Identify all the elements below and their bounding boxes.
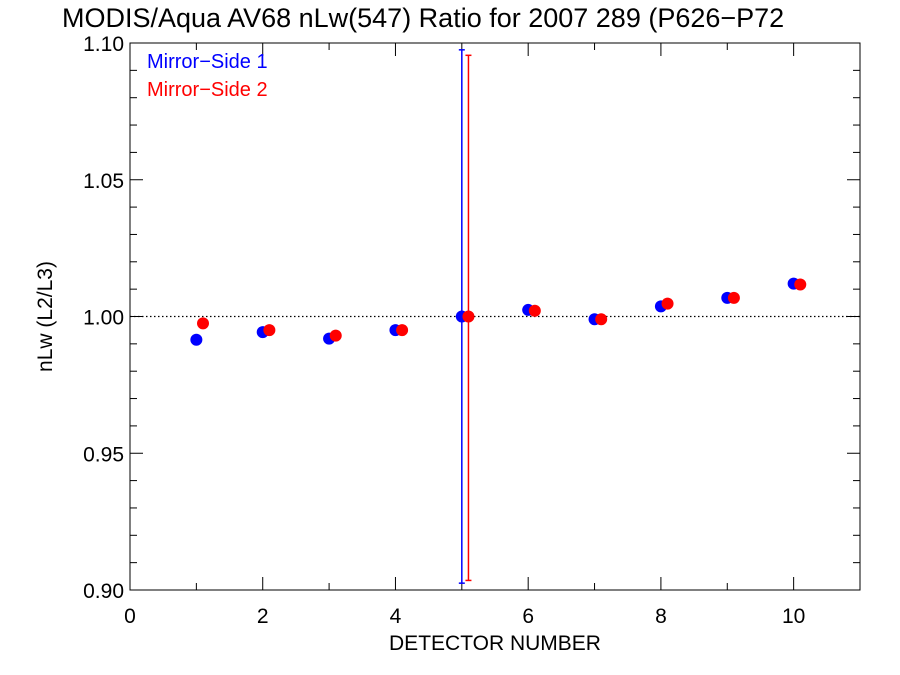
y-tick-label: 1.05 (83, 170, 124, 193)
data-point-series-1 (190, 333, 203, 346)
data-point-series-2 (396, 324, 409, 337)
data-point-series-2 (329, 329, 342, 342)
data-point-series-2 (462, 310, 475, 323)
legend-entry-series-1: Mirror−Side 1 (147, 51, 268, 73)
legend: Mirror−Side 1 Mirror−Side 2 (147, 51, 268, 101)
data-point-series-2 (197, 317, 209, 330)
x-axis-title: DETECTOR NUMBER (389, 632, 601, 655)
plot-frame (129, 42, 861, 591)
y-axis-title: nLw (L2/L3) (34, 261, 57, 372)
chart-title: MODIS/Aqua AV68 nLw(547) Ratio for 2007 … (62, 3, 784, 33)
x-tick-label: 10 (782, 605, 805, 628)
x-tick-label: 0 (124, 605, 136, 628)
legend-entry-series-2: Mirror−Side 2 (147, 79, 268, 101)
data-point-series-2 (661, 297, 674, 310)
y-tick-label: 1.00 (83, 307, 124, 330)
data-point-series-2 (595, 313, 608, 326)
y-tick-label: 0.90 (83, 580, 124, 603)
data-point-series-2 (727, 291, 740, 304)
data-point-series-2 (263, 324, 276, 337)
x-tick-label: 4 (390, 605, 402, 628)
x-tick-label: 6 (522, 605, 534, 628)
x-tick-label: 8 (655, 605, 667, 628)
y-tick-label: 1.10 (83, 33, 124, 56)
data-point-series-2 (528, 304, 541, 317)
data-point-layer (190, 277, 807, 346)
data-point-series-2 (794, 278, 807, 291)
tick-label-layer: 0 2 4 6 8 10 0.90 0.95 1.00 1.05 1.10 (83, 33, 805, 628)
x-tick-label: 2 (257, 605, 269, 628)
y-tick-label: 0.95 (83, 443, 124, 466)
